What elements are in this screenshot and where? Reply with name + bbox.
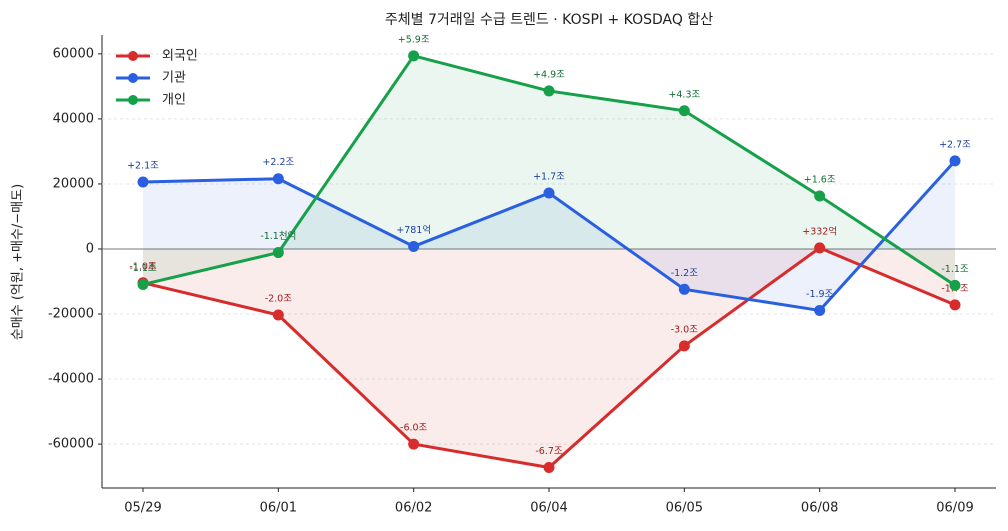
data-label: +4.3조 <box>668 89 700 100</box>
data-label: -1.9조 <box>806 289 834 300</box>
data-label: +332억 <box>802 225 837 237</box>
data-label: +5.9조 <box>398 34 430 45</box>
x-tick-label: 06/01 <box>260 501 297 516</box>
data-point <box>814 304 826 316</box>
data-label: +1.6조 <box>804 174 836 185</box>
data-label: +2.1조 <box>127 160 159 171</box>
data-label: -1.1조 <box>941 264 969 275</box>
data-point <box>272 173 284 185</box>
chart-title: 주체별 7거래일 수급 트렌드 · KOSPI + KOSDAQ 합산 <box>385 12 713 28</box>
data-point <box>543 462 555 474</box>
data-point <box>408 50 420 62</box>
data-point <box>408 240 420 252</box>
area <box>143 247 955 468</box>
x-tick-label: 05/29 <box>124 501 161 516</box>
legend-marker <box>128 73 138 83</box>
data-point <box>949 155 961 167</box>
legend-label: 기관 <box>162 71 186 86</box>
data-point <box>949 299 961 311</box>
data-label: -1.1조 <box>129 263 157 274</box>
data-label: -1.1천억 <box>260 230 296 242</box>
y-tick-label: -20000 <box>48 307 94 322</box>
data-label: -6.0조 <box>400 423 428 434</box>
y-axis-label: 순매수 (억원, +매수/−매도) <box>11 184 26 340</box>
data-label: -6.7조 <box>535 446 563 457</box>
y-tick-label: 40000 <box>53 111 94 126</box>
y-tick-label: -40000 <box>48 372 94 387</box>
y-tick-label: 0 <box>86 241 94 256</box>
data-label: -1.0조 <box>129 261 157 272</box>
data-point <box>543 187 555 199</box>
legend-marker <box>128 51 138 61</box>
data-point <box>949 279 961 291</box>
data-label: -3.0조 <box>671 324 699 335</box>
data-point <box>137 176 149 188</box>
data-point <box>678 283 690 295</box>
area <box>143 160 955 311</box>
y-tick-label: 20000 <box>53 176 94 191</box>
data-point <box>543 85 555 97</box>
data-label: +1.7조 <box>533 172 565 183</box>
data-label: +4.9조 <box>533 69 565 80</box>
data-point <box>678 340 690 352</box>
x-tick-label: 06/04 <box>530 501 567 516</box>
data-point <box>678 105 690 117</box>
x-tick-label: 06/09 <box>936 501 973 516</box>
y-tick-label: 60000 <box>53 46 94 61</box>
area <box>143 55 955 286</box>
x-tick-label: 06/05 <box>666 501 703 516</box>
data-point <box>272 309 284 321</box>
data-point <box>408 438 420 450</box>
legend-label: 외국인 <box>162 49 198 64</box>
data-label: +2.2조 <box>262 157 294 168</box>
data-label: +2.7조 <box>939 139 971 150</box>
data-label: +781억 <box>396 224 431 236</box>
x-tick-label: 06/08 <box>801 501 838 516</box>
data-label: -1.2조 <box>671 268 699 279</box>
legend-marker <box>128 95 138 105</box>
x-tick-label: 06/02 <box>395 501 432 516</box>
data-point <box>137 278 149 290</box>
data-point <box>814 190 826 202</box>
data-point <box>272 247 284 259</box>
data-point <box>814 242 826 254</box>
y-tick-label: -60000 <box>48 437 94 452</box>
legend-label: 개인 <box>162 93 186 108</box>
data-label: -2.0조 <box>265 293 293 304</box>
